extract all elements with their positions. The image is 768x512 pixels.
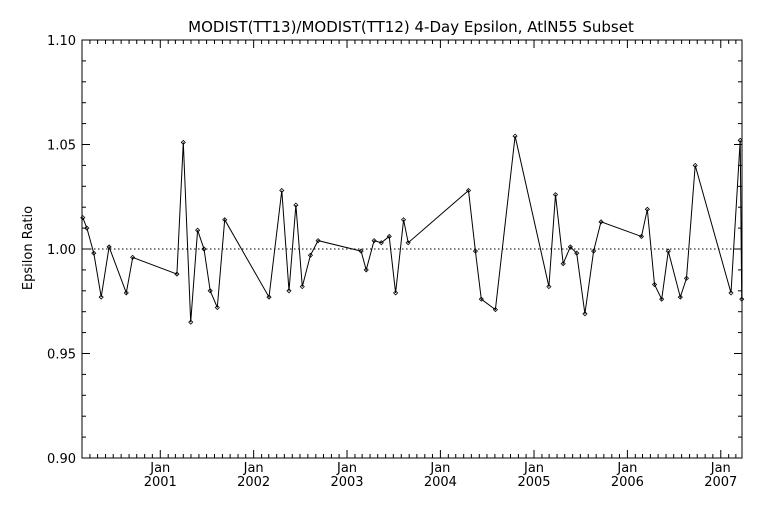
data-point xyxy=(651,281,658,288)
data-point xyxy=(552,192,559,198)
y-tick-label: 1.00 xyxy=(47,243,76,258)
data-point xyxy=(307,252,314,258)
data-point xyxy=(638,233,645,240)
data-point xyxy=(195,227,201,233)
data-point xyxy=(293,202,299,208)
plot-frame xyxy=(81,39,743,459)
x-tick-label-month: Jan xyxy=(616,461,637,476)
x-tick-label-year: 2006 xyxy=(611,475,644,490)
data-point xyxy=(677,294,683,300)
data-point xyxy=(378,240,384,246)
data-point xyxy=(560,261,566,267)
x-tick-label-year: 2005 xyxy=(517,475,550,490)
data-point xyxy=(386,233,392,240)
data-point xyxy=(91,250,97,256)
x-tick-label-month: Jan xyxy=(710,461,731,476)
data-point xyxy=(123,290,129,296)
x-tick-label-month: Jan xyxy=(149,461,170,476)
data-point xyxy=(405,240,411,246)
x-tick-label-year: 2001 xyxy=(144,475,177,490)
data-point xyxy=(174,271,180,277)
data-point xyxy=(659,296,665,302)
y-tick-label: 1.05 xyxy=(47,139,76,154)
data-point xyxy=(279,187,285,194)
data-point xyxy=(728,290,734,296)
data-point xyxy=(683,275,690,281)
y-tick-label: 0.90 xyxy=(47,452,76,467)
data-point xyxy=(363,267,369,273)
series-line xyxy=(82,135,743,323)
x-tick-label-year: 2004 xyxy=(424,475,457,490)
data-point xyxy=(180,139,186,145)
x-tick-label-year: 2003 xyxy=(330,475,363,490)
data-point xyxy=(201,246,207,252)
x-tick-label-month: Jan xyxy=(336,461,357,476)
y-tick-label: 1.10 xyxy=(47,34,76,49)
data-point xyxy=(207,288,213,294)
data-point xyxy=(644,206,650,212)
data-point xyxy=(574,250,580,256)
data-point xyxy=(598,219,604,225)
data-point xyxy=(315,238,321,244)
chart-title: MODIST(TT13)/MODIST(TT12) 4-Day Epsilon,… xyxy=(188,18,634,36)
data-point xyxy=(478,296,484,302)
data-point xyxy=(222,217,228,223)
x-tick-label-month: Jan xyxy=(429,461,450,476)
data-point xyxy=(512,133,518,139)
data-point xyxy=(371,238,377,244)
data-point xyxy=(214,304,220,311)
data-point xyxy=(286,288,292,294)
data-point xyxy=(472,248,479,254)
data-point xyxy=(130,254,136,260)
data-point xyxy=(692,162,698,168)
data-point xyxy=(358,248,364,254)
data-point xyxy=(106,244,112,250)
data-point xyxy=(299,284,305,290)
y-tick-label: 0.95 xyxy=(47,348,76,363)
data-point xyxy=(98,294,104,300)
data-point xyxy=(582,311,588,317)
data-point xyxy=(393,290,399,296)
data-point xyxy=(400,217,407,223)
data-point xyxy=(84,225,90,231)
data-point xyxy=(266,294,272,300)
x-tick-label-month: Jan xyxy=(243,461,264,476)
data-point xyxy=(80,215,86,221)
x-tick-label-month: Jan xyxy=(523,461,544,476)
data-point xyxy=(188,319,194,325)
data-point xyxy=(567,244,573,250)
x-tick-label-year: 2002 xyxy=(237,475,270,490)
data-point xyxy=(591,248,597,254)
x-tick-label-year: 2007 xyxy=(704,475,737,490)
data-point xyxy=(465,187,472,194)
data-point xyxy=(492,307,498,313)
data-point xyxy=(665,248,671,254)
data-point xyxy=(546,284,552,290)
y-axis-label: Epsilon Ratio xyxy=(21,206,36,290)
